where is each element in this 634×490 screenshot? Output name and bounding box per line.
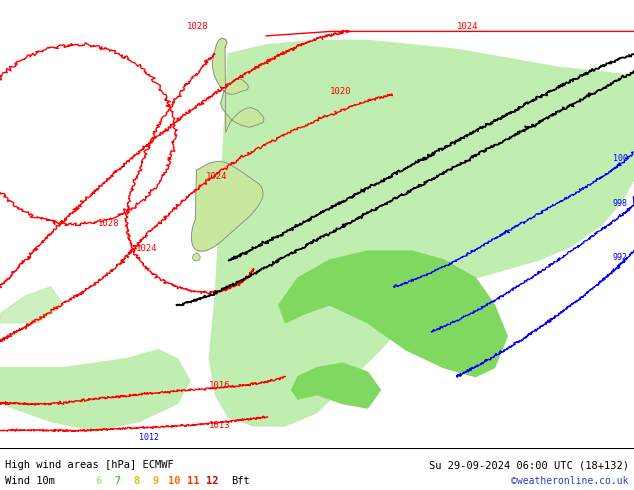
Polygon shape bbox=[292, 363, 380, 408]
Polygon shape bbox=[191, 161, 263, 251]
Polygon shape bbox=[212, 38, 264, 132]
Text: 1012: 1012 bbox=[139, 433, 160, 442]
Polygon shape bbox=[193, 253, 200, 261]
Text: 1028: 1028 bbox=[98, 220, 120, 228]
Polygon shape bbox=[0, 287, 63, 323]
Text: ©weatheronline.co.uk: ©weatheronline.co.uk bbox=[512, 476, 629, 486]
Text: 1013: 1013 bbox=[209, 421, 231, 430]
Text: 992: 992 bbox=[612, 253, 628, 262]
Text: 9: 9 bbox=[152, 476, 158, 486]
Polygon shape bbox=[209, 40, 634, 426]
Polygon shape bbox=[0, 350, 190, 430]
Text: 8: 8 bbox=[133, 476, 139, 486]
Text: 1020: 1020 bbox=[330, 87, 351, 96]
Text: 1024: 1024 bbox=[136, 244, 158, 253]
Text: 6: 6 bbox=[95, 476, 101, 486]
Text: 1024: 1024 bbox=[206, 172, 228, 181]
Polygon shape bbox=[279, 251, 507, 377]
Text: 100: 100 bbox=[612, 154, 628, 163]
Text: 10: 10 bbox=[168, 476, 181, 486]
Text: Bft: Bft bbox=[231, 476, 250, 486]
Text: Wind 10m: Wind 10m bbox=[5, 476, 55, 486]
Text: 11: 11 bbox=[187, 476, 200, 486]
Text: High wind areas [hPa] ECMWF: High wind areas [hPa] ECMWF bbox=[5, 460, 174, 470]
Text: 1024: 1024 bbox=[456, 22, 478, 31]
Text: 1028: 1028 bbox=[187, 22, 209, 31]
Text: Su 29-09-2024 06:00 UTC (18+132): Su 29-09-2024 06:00 UTC (18+132) bbox=[429, 460, 629, 470]
Text: 1016: 1016 bbox=[209, 381, 231, 390]
Text: 12: 12 bbox=[206, 476, 219, 486]
Text: 998: 998 bbox=[612, 199, 628, 208]
Text: 7: 7 bbox=[114, 476, 120, 486]
